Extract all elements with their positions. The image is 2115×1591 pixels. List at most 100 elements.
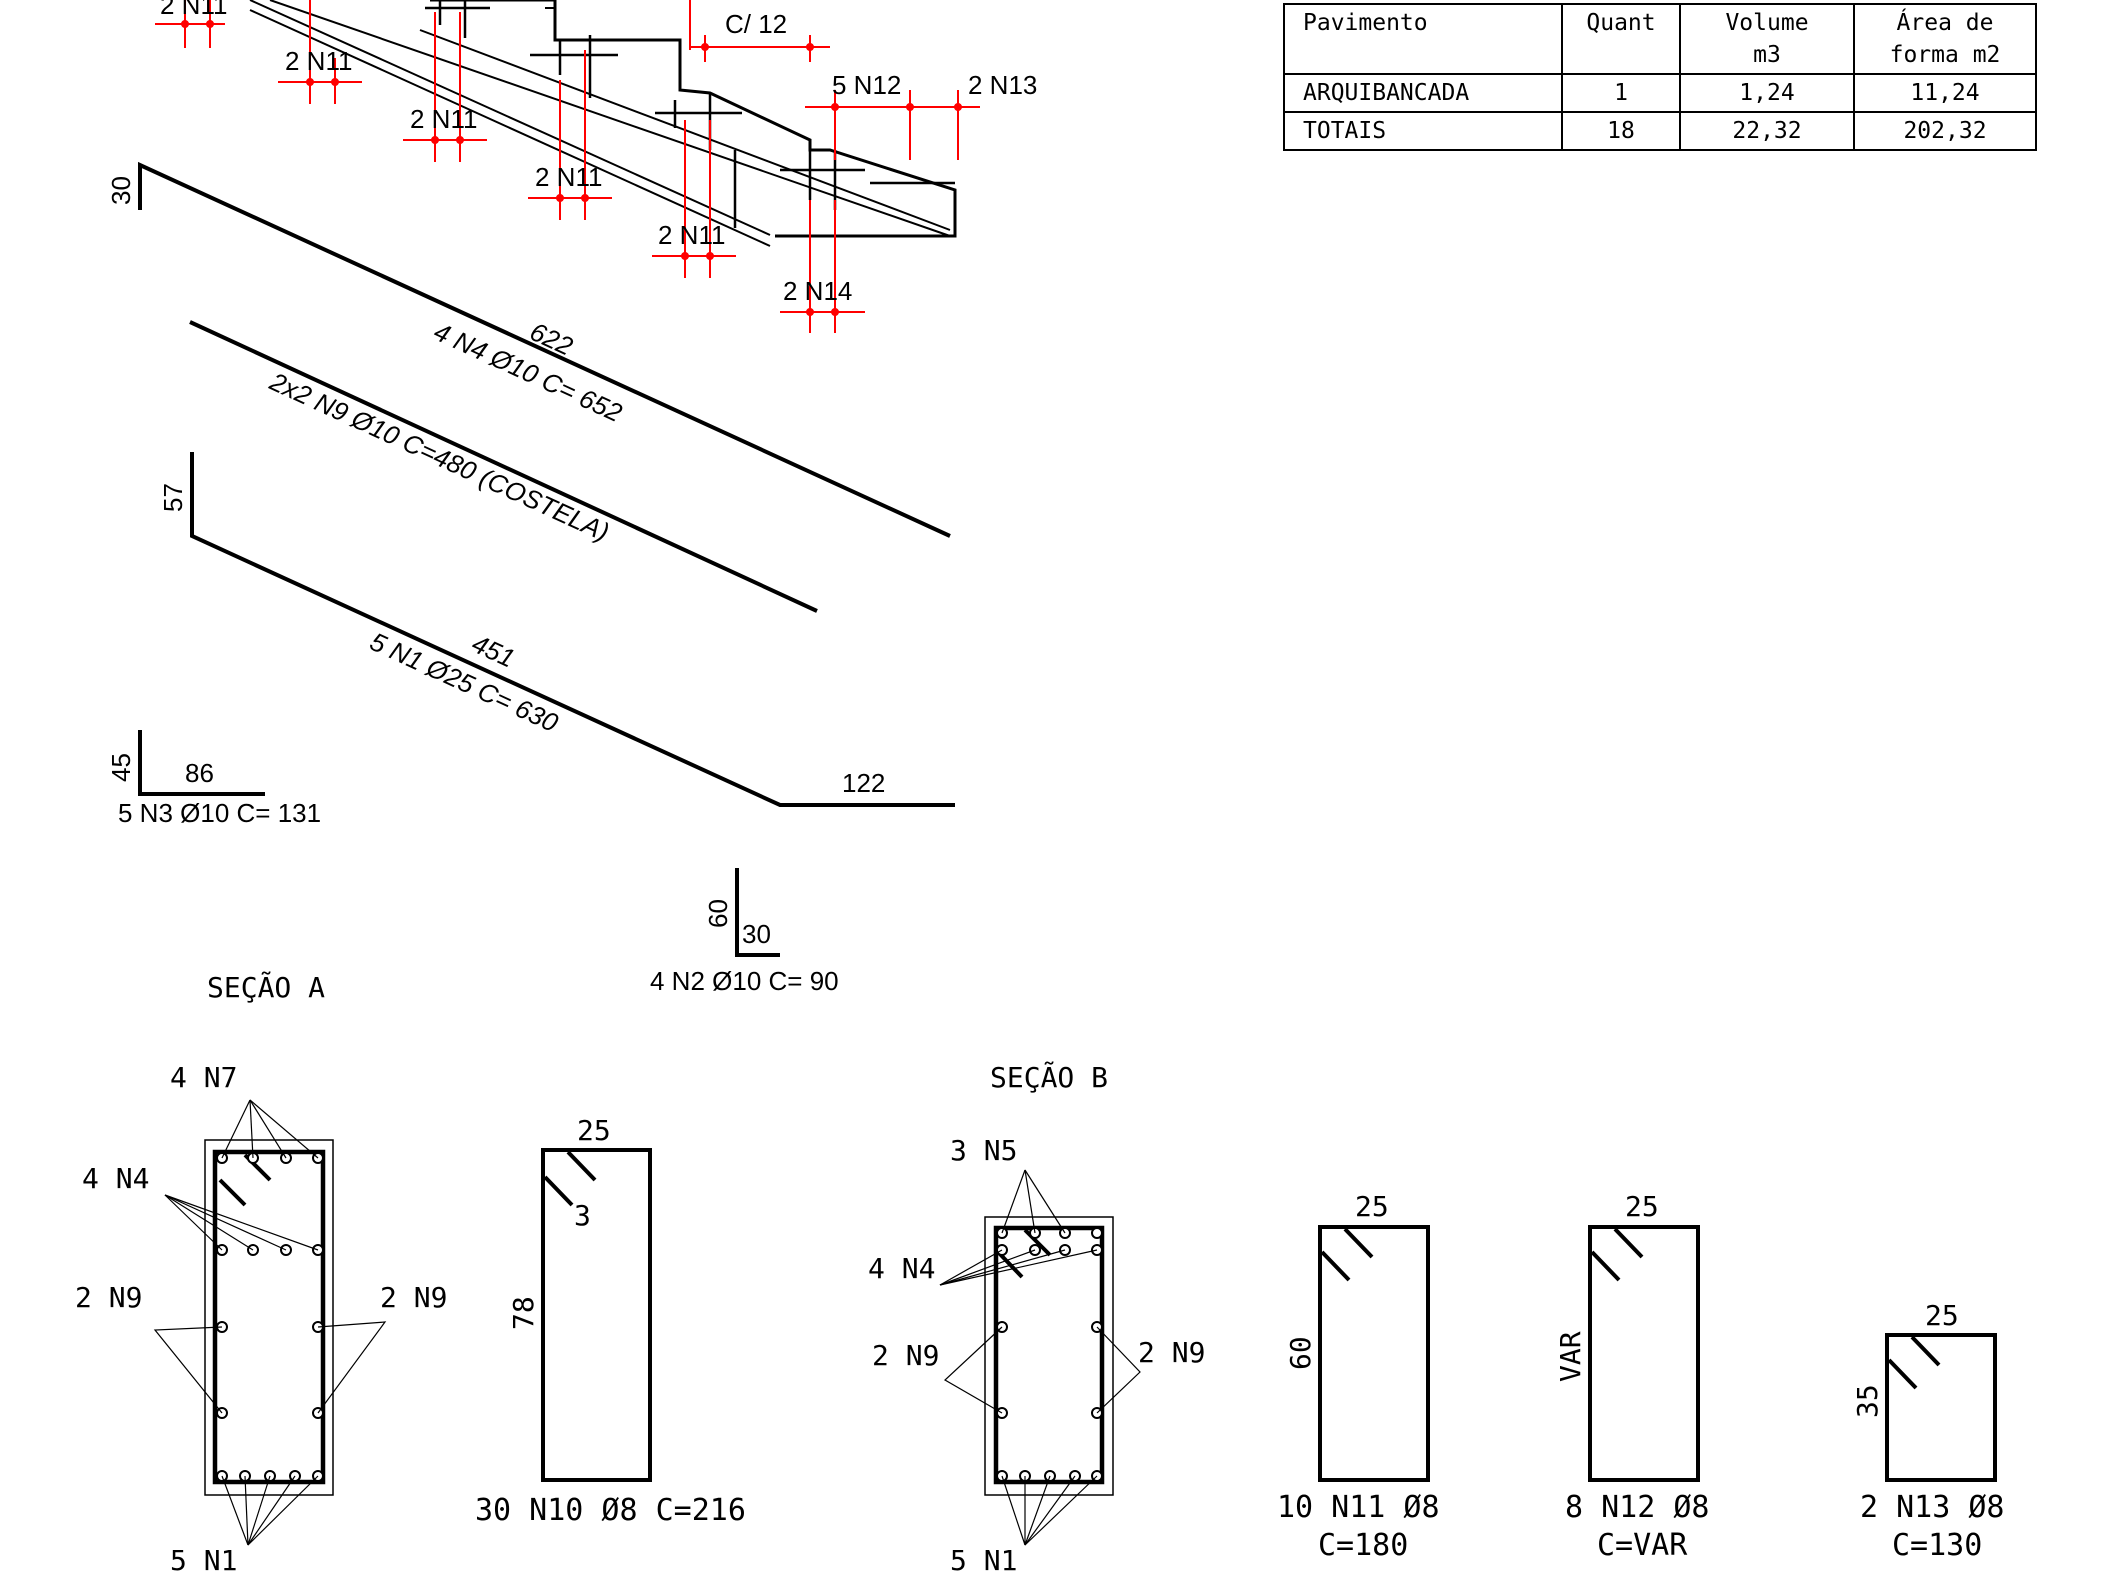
- stirrup-n13: 25 35 2 N13 Ø8 C=130: [1851, 1299, 2005, 1563]
- bar-n3-length: 86: [185, 758, 214, 788]
- stirrup-n10-spec: 30 N10 Ø8 C=216: [475, 1493, 746, 1528]
- stirrup-n13-shape: [1885, 1333, 1997, 1482]
- section-a-n9-right: 2 N9: [380, 1281, 447, 1314]
- bar-n2-spec: 4 N2 Ø10 C= 90: [650, 966, 839, 996]
- section-a-n1: 5 N1: [170, 1544, 237, 1577]
- cell-quant: 18: [1561, 111, 1681, 151]
- header-area: Área de forma m2: [1853, 3, 2037, 75]
- stirrup-n11-width: 25: [1355, 1190, 1389, 1223]
- stair-elevation: [249, 0, 957, 247]
- n13-label: 2 N13: [968, 70, 1037, 100]
- section-b-hook: [996, 1250, 1024, 1279]
- bar-n3-shape: [138, 730, 265, 796]
- table-row: ARQUIBANCADA 1 1,24 11,24: [1283, 73, 2037, 113]
- stirrup-n11-hook: [1343, 1227, 1374, 1259]
- stirrup-n12: 25 VAR 8 N12 Ø8 C=VAR: [1554, 1190, 1710, 1563]
- bar-n1-shape: [190, 452, 955, 807]
- cell-area: 202,32: [1853, 111, 2037, 151]
- cell-volume: 1,24: [1679, 73, 1855, 113]
- stirrup-n10-hook: [543, 1175, 574, 1207]
- section-b-stirrup: [993, 1225, 1105, 1485]
- stirrup-n12-shape: [1588, 1225, 1700, 1482]
- stirrup-n12-hook: [1613, 1227, 1644, 1259]
- header-volume: Volume m3: [1679, 3, 1855, 75]
- n11-label-3: 2 N11: [410, 104, 477, 134]
- elevation-bar-line: [249, 9, 771, 247]
- red-bar-marks: [155, 0, 980, 333]
- bar-n4-length: 622: [526, 316, 578, 362]
- stirrup-n10-shape: [541, 1148, 652, 1482]
- stirrup-n11-length: C=180: [1318, 1528, 1408, 1563]
- section-b-leaders: [939, 1169, 1141, 1546]
- bar-n2-length: 30: [742, 919, 771, 949]
- cell-area: 11,24: [1853, 73, 2037, 113]
- section-a-n7: 4 N7: [170, 1061, 237, 1094]
- section-a-n9-left: 2 N9: [75, 1281, 142, 1314]
- bar-n1-tail: 122: [842, 768, 885, 798]
- cell-pavimento: ARQUIBANCADA: [1283, 73, 1563, 113]
- stirrup-n10-height: 78: [507, 1296, 540, 1330]
- stirrup-n10-hook-label: 3: [574, 1199, 591, 1232]
- section-b: SEÇÃO B 3 N5 4 N4 2 N9 2 N9 5 N1: [868, 1061, 1205, 1577]
- stirrup-n13-length: C=130: [1892, 1528, 1982, 1563]
- stirrup-n10: 25 3 78 30 N10 Ø8 C=216: [475, 1114, 746, 1528]
- section-a-outline: [204, 1139, 334, 1496]
- bar-n4-hook: 30: [106, 176, 136, 205]
- stirrup-n12-spec: 8 N12 Ø8: [1565, 1490, 1710, 1525]
- bar-n3-leg: 45: [106, 753, 136, 782]
- bar-n2-leg: 60: [703, 899, 733, 928]
- bar-n3-spec: 5 N3 Ø10 C= 131: [118, 798, 321, 828]
- n12-label: 5 N12: [832, 70, 901, 100]
- stirrup-n12-hook: [1590, 1250, 1621, 1282]
- stirrup-n10-width: 25: [577, 1114, 611, 1147]
- section-b-n9-left: 2 N9: [872, 1339, 939, 1372]
- stirrup-n13-height: 35: [1851, 1384, 1884, 1418]
- spacing-label: C/ 12: [725, 9, 787, 39]
- bar-n4-shape: [138, 161, 951, 538]
- section-b-title: SEÇÃO B: [990, 1061, 1108, 1094]
- stirrup-n13-hook: [1887, 1358, 1918, 1390]
- section-a-hook: [218, 1178, 247, 1207]
- elevation-bar-line: [249, 0, 771, 236]
- section-b-outline: [984, 1216, 1114, 1496]
- n11-label-5: 2 N11: [658, 220, 725, 250]
- section-a-leaders: [153, 1099, 387, 1546]
- stirrup-n13-width: 25: [1925, 1299, 1959, 1332]
- elevation-labels: 2 N11 2 N11 2 N11 2 N11 2 N11 C/ 12 5 N1…: [160, 0, 1037, 306]
- cell-quant: 1: [1561, 73, 1681, 113]
- table-row: TOTAIS 18 22,32 202,32: [1283, 111, 2037, 151]
- n14-label: 2 N14: [783, 276, 852, 306]
- section-a-bars: [216, 1152, 324, 1482]
- stirrup-n11-spec: 10 N11 Ø8: [1277, 1490, 1440, 1525]
- cell-pavimento: TOTAIS: [1283, 111, 1563, 151]
- header-pavimento: Pavimento: [1283, 3, 1563, 75]
- table-header-row: Pavimento Quant Volume m3 Área de forma m2: [1283, 3, 2037, 75]
- section-a-stirrup: [212, 1149, 326, 1485]
- bar-n1-hook: 57: [158, 483, 188, 512]
- stirrup-n13-spec: 2 N13 Ø8: [1860, 1490, 2005, 1525]
- header-quant: Quant: [1561, 3, 1681, 75]
- stirrup-n10-hook: [566, 1150, 597, 1182]
- stirrup-n11-shape: [1318, 1225, 1430, 1482]
- bar-n1-spec: 5 N1 Ø25 C= 630: [366, 626, 564, 738]
- bar-n2-shape: [735, 868, 780, 957]
- stirrup-n11-height: 60: [1284, 1336, 1317, 1370]
- stirrup-n12-width: 25: [1625, 1190, 1659, 1223]
- stirrup-n12-height: VAR: [1554, 1331, 1587, 1382]
- summary-table: Pavimento Quant Volume m3 Área de forma m2…: [1283, 3, 2037, 151]
- bar-n9-shape: [189, 320, 818, 613]
- step-profile: [430, 0, 957, 238]
- bar-n3: 45 86 5 N3 Ø10 C= 131: [106, 730, 321, 828]
- section-a-n4: 4 N4: [82, 1162, 149, 1195]
- bar-n4-spec: 4 N4 Ø10 C= 652: [430, 316, 628, 428]
- section-a: SEÇÃO A 4 N7 4 N4 2 N9 2 N9 5 N1: [75, 971, 447, 1577]
- stirrup-n11-hook: [1320, 1250, 1351, 1282]
- stirrup-n11: 25 60 10 N11 Ø8 C=180: [1277, 1190, 1440, 1563]
- elevation-bar-line: [269, 0, 951, 237]
- bar-n2: 60 30 4 N2 Ø10 C= 90: [650, 868, 839, 996]
- section-a-title: SEÇÃO A: [207, 971, 325, 1004]
- cell-volume: 22,32: [1679, 111, 1855, 151]
- n11-label-4: 2 N11: [535, 162, 602, 192]
- section-b-n4: 4 N4: [868, 1252, 935, 1285]
